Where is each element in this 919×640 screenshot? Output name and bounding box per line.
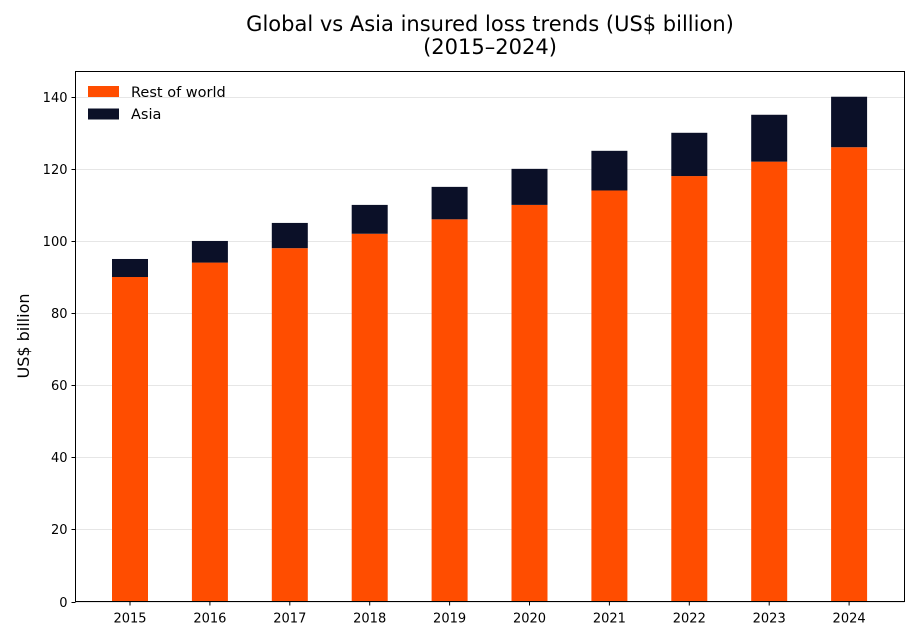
- legend-swatch-rest-of-world: [88, 86, 119, 97]
- bar-asia-2016: [191, 240, 228, 263]
- legend-label-asia: Asia: [131, 107, 161, 123]
- bar-asia-2018: [351, 204, 388, 234]
- bar-rest-of-world-2015: [112, 277, 148, 602]
- y-tick-label-0: 0: [59, 596, 67, 611]
- x-tick-label-2016: 2016: [193, 612, 226, 627]
- bar-rest-of-world-2023: [751, 161, 788, 602]
- y-tick-label-100: 100: [43, 235, 68, 250]
- y-tick-label-20: 20: [51, 523, 68, 538]
- bar-rest-of-world-2022: [671, 176, 708, 602]
- x-tick-label-2020: 2020: [513, 612, 546, 627]
- y-tick-label-120: 120: [43, 163, 68, 178]
- x-tick-label-2017: 2017: [273, 612, 306, 627]
- y-tick-label-140: 140: [43, 91, 68, 106]
- x-tick-label-2018: 2018: [353, 612, 386, 627]
- bar-asia-2019: [431, 186, 468, 220]
- bar-asia-2020: [511, 168, 548, 205]
- bar-rest-of-world-2018: [351, 233, 388, 602]
- x-tick-label-2024: 2024: [833, 612, 866, 627]
- bar-rest-of-world-2021: [591, 190, 628, 602]
- y-tick-label-40: 40: [51, 451, 68, 466]
- bar-rest-of-world-2016: [191, 262, 228, 602]
- plot-frame: [75, 71, 905, 602]
- x-tick-label-2019: 2019: [433, 612, 466, 627]
- bar-asia-2022: [671, 132, 708, 177]
- y-tick-label-60: 60: [51, 379, 68, 394]
- bars: [112, 96, 868, 602]
- chart-title-line-2: (2015–2024): [423, 35, 557, 59]
- legend: Rest of world Asia: [88, 85, 226, 123]
- bar-asia-2024: [831, 96, 868, 148]
- bar-rest-of-world-2017: [271, 248, 308, 602]
- x-tick-label-2022: 2022: [673, 612, 706, 627]
- bar-asia-2017: [271, 222, 308, 249]
- bar-asia-2023: [751, 114, 788, 162]
- chart-title-line-1: Global vs Asia insured loss trends (US$ …: [246, 12, 734, 36]
- legend-label-rest-of-world: Rest of world: [131, 85, 226, 101]
- bar-asia-2015: [112, 258, 148, 278]
- x-tick-label-2015: 2015: [113, 612, 146, 627]
- bar-rest-of-world-2024: [831, 147, 868, 602]
- bar-rest-of-world-2020: [511, 204, 548, 602]
- x-tick-label-2021: 2021: [593, 612, 626, 627]
- bar-rest-of-world-2019: [431, 219, 468, 602]
- x-tick-label-2023: 2023: [753, 612, 786, 627]
- legend-swatch-asia: [88, 108, 119, 120]
- y-axis-label: US$ billion: [14, 294, 33, 379]
- bar-asia-2021: [591, 150, 628, 191]
- axis-ticks: 0 20 40 60 80 100 120 140 2015 2016 2017 2018 2019 20…: [43, 91, 866, 627]
- y-tick-label-80: 80: [51, 307, 68, 322]
